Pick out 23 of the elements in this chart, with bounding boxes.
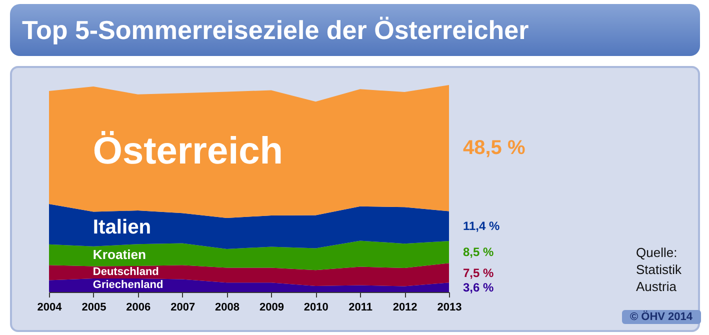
series-label: Österreich: [92, 130, 283, 172]
x-tick-label: 2010: [304, 302, 328, 314]
x-tick-label: 2013: [437, 302, 462, 314]
x-tick-label: 2012: [392, 302, 418, 314]
series-label: Deutschland: [92, 266, 159, 278]
chart-title: Top 5-Sommerreiseziele der Österreicher: [10, 4, 700, 56]
text: © ÖHV 2014: [622, 310, 701, 324]
x-tick-label: 2009: [259, 302, 284, 314]
data-label: 11,4 %: [463, 219, 500, 234]
series-label: Italien: [92, 216, 152, 238]
x-tick-label: 2007: [170, 302, 196, 314]
series-label: Griechenland: [92, 279, 164, 292]
x-tick-label: 2006: [126, 302, 151, 314]
x-tick-label: 2011: [348, 302, 373, 314]
x-tick-label: 2008: [215, 302, 240, 314]
data-label: 7,5 %: [463, 266, 494, 280]
x-tick-label: 2005: [82, 302, 106, 314]
series-label: Kroatien: [92, 247, 146, 262]
data-label: 8,5 %: [463, 245, 494, 260]
data-label: 48,5 %: [463, 137, 526, 160]
source-note: Quelle: Statistik Austria: [636, 244, 683, 295]
x-tick-label: 2004: [37, 302, 63, 314]
data-label: 3,6 %: [463, 280, 494, 294]
